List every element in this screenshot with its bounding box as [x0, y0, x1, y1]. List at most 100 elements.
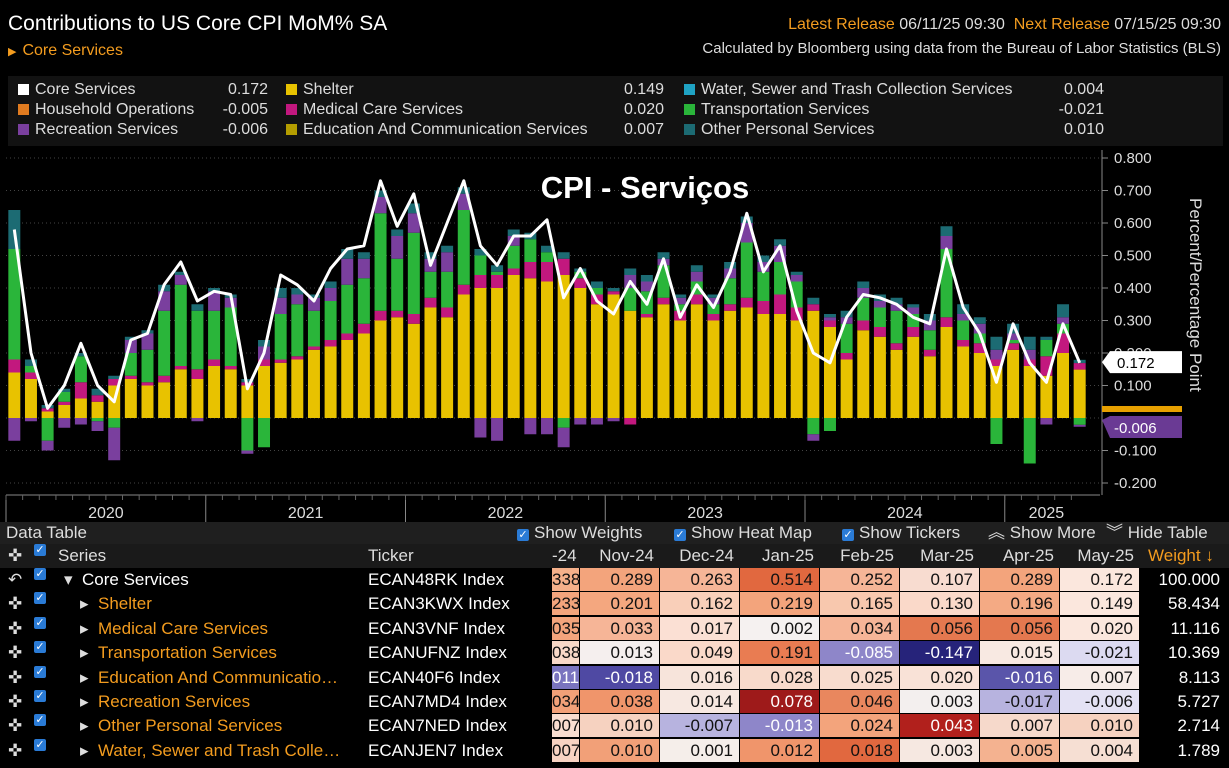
heatmap-cell[interactable]: 0.001	[660, 738, 739, 762]
column-header-month[interactable]: Apr-25	[1002, 546, 1054, 565]
column-header-month[interactable]: -24	[552, 546, 577, 565]
heatmap-cell[interactable]: 0.025	[820, 665, 899, 689]
heatmap-cell[interactable]: -0.147	[900, 641, 979, 665]
column-header-month[interactable]: Jan-25	[762, 546, 814, 565]
table-row[interactable]: ↶ ✓ ▾ Core Services ECAN48RK Index 338 0.289 0.…	[0, 568, 1229, 593]
move-icon[interactable]: ✜	[8, 716, 23, 736]
heatmap-cell[interactable]: 034	[552, 690, 581, 713]
heatmap-cell[interactable]: 0.016	[660, 665, 739, 689]
heatmap-cell[interactable]: 0.514	[740, 568, 819, 591]
heatmap-cell[interactable]: -0.018	[580, 665, 659, 689]
heatmap-cell[interactable]: 338	[552, 568, 581, 591]
caret-down-icon[interactable]: ▾	[64, 570, 73, 589]
legend-item[interactable]: Household Operations -0.005	[18, 100, 268, 120]
heatmap-cell[interactable]: 0.018	[820, 738, 899, 762]
heatmap-cell[interactable]: 007	[552, 714, 581, 738]
heatmap-cell[interactable]: -0.006	[1060, 690, 1139, 713]
heatmap-cell[interactable]: 035	[552, 616, 581, 640]
column-header-series[interactable]: Series	[58, 546, 107, 565]
heatmap-cell[interactable]: 0.007	[1060, 665, 1139, 689]
heatmap-cell[interactable]: 0.033	[580, 616, 659, 640]
table-row[interactable]: ✜ ✓ ▸ Medical Care Services ECAN3VNF Index 03…	[0, 616, 1229, 642]
add-icon[interactable]: ✜	[8, 546, 23, 565]
heatmap-cell[interactable]: -0.085	[820, 641, 899, 665]
column-header-month[interactable]: Mar-25	[920, 546, 974, 565]
heatmap-cell[interactable]: 007	[552, 738, 581, 762]
heatmap-cell[interactable]: 0.017	[660, 616, 739, 640]
heatmap-cell[interactable]: 0.289	[980, 568, 1059, 591]
heatmap-cell[interactable]: 0.005	[980, 738, 1059, 762]
heatmap-cell[interactable]: 0.010	[580, 738, 659, 762]
heatmap-cell[interactable]: -0.016	[980, 665, 1059, 689]
heatmap-cell[interactable]: 0.010	[580, 714, 659, 738]
heatmap-cell[interactable]: 0.107	[900, 568, 979, 591]
heatmap-cell[interactable]: -0.007	[660, 714, 739, 738]
heatmap-cell[interactable]: 0.049	[660, 641, 739, 665]
heatmap-cell[interactable]: 038	[552, 641, 581, 665]
toolbar-option-show-heat-map[interactable]: ✓ Show Heat Map	[674, 524, 812, 542]
heatmap-cell[interactable]: 0.003	[900, 690, 979, 713]
heatmap-cell[interactable]: 0.020	[900, 665, 979, 689]
legend-item[interactable]: Core Services 0.172	[18, 80, 268, 100]
heatmap-cell[interactable]: -0.017	[980, 690, 1059, 713]
heatmap-cell[interactable]: 0.002	[740, 616, 819, 640]
move-icon[interactable]: ✜	[8, 692, 23, 711]
heatmap-cell[interactable]: 0.149	[1060, 592, 1139, 616]
toolbar-option-show-more[interactable]: ︽ Show More	[988, 524, 1096, 542]
heatmap-cell[interactable]: 0.020	[1060, 616, 1139, 640]
heatmap-cell[interactable]: 0.010	[1060, 714, 1139, 738]
caret-right-icon[interactable]: ▸	[80, 740, 89, 760]
table-row[interactable]: ✜ ✓ ▸ Education And Communicatio… ECAN40F6 I…	[0, 665, 1229, 690]
column-header-month[interactable]: Dec-24	[679, 546, 734, 565]
caret-right-icon[interactable]: ▸	[80, 643, 89, 663]
heatmap-cell[interactable]: 0.289	[580, 568, 659, 591]
heatmap-cell[interactable]: 0.162	[660, 592, 739, 616]
heatmap-cell[interactable]: 011	[552, 665, 580, 689]
heatmap-cell[interactable]: 0.191	[740, 641, 819, 665]
heatmap-cell[interactable]: -0.021	[1060, 641, 1139, 665]
heatmap-cell[interactable]: 0.172	[1060, 568, 1139, 591]
caret-right-icon[interactable]: ▸	[80, 618, 89, 638]
table-row[interactable]: ✜ ✓ ▸ Recreation Services ECAN7MD4 Index 034 0…	[0, 690, 1229, 715]
move-icon[interactable]: ✜	[8, 667, 23, 687]
heatmap-cell[interactable]: 0.024	[820, 714, 899, 738]
table-row[interactable]: ✜ ✓ ▸ Water, Sewer and Trash Colle… ECANJEN7…	[0, 738, 1229, 764]
table-row[interactable]: ✜ ✓ ▸ Shelter ECAN3KWX Index 233 0.201 0.162 0.2…	[0, 592, 1229, 617]
column-header-month[interactable]: May-25	[1077, 546, 1134, 565]
heatmap-cell[interactable]: 0.034	[820, 616, 899, 640]
table-row[interactable]: ✜ ✓ ▸ Other Personal Services ECAN7NED Index…	[0, 714, 1229, 739]
heatmap-cell[interactable]: 0.078	[740, 690, 819, 713]
heatmap-cell[interactable]: 0.056	[900, 616, 979, 640]
legend-item[interactable]: Transportation Services -0.021	[684, 100, 1104, 120]
legend-item[interactable]: Water, Sewer and Trash Collection Servic…	[684, 80, 1104, 100]
heatmap-cell[interactable]: -0.013	[740, 714, 819, 738]
heatmap-cell[interactable]: 0.263	[660, 568, 739, 591]
heatmap-cell[interactable]: 0.130	[900, 592, 979, 616]
heatmap-cell[interactable]: 0.219	[740, 592, 819, 616]
column-header-month[interactable]: Nov-24	[599, 546, 654, 565]
heatmap-cell[interactable]: 0.015	[980, 641, 1059, 665]
caret-right-icon[interactable]: ▸	[80, 716, 89, 736]
heatmap-cell[interactable]: 0.196	[980, 592, 1059, 616]
heatmap-cell[interactable]: 0.003	[900, 738, 979, 762]
column-header-weight[interactable]: Weight ↓	[1148, 546, 1214, 565]
move-icon[interactable]: ✜	[8, 594, 23, 614]
toolbar-option-hide-table[interactable]: ︾ Hide Table	[1106, 524, 1208, 542]
heatmap-cell[interactable]: 0.014	[660, 690, 739, 713]
legend-item[interactable]: Shelter 0.149	[286, 80, 664, 100]
move-icon[interactable]: ✜	[8, 740, 23, 760]
heatmap-cell[interactable]: 0.012	[740, 738, 819, 762]
toolbar-option-show-weights[interactable]: ✓ Show Weights	[517, 524, 642, 542]
heatmap-cell[interactable]: 233	[552, 592, 581, 616]
legend-item[interactable]: Education And Communication Services 0.00…	[286, 120, 664, 140]
heatmap-cell[interactable]: 0.043	[900, 714, 979, 738]
heatmap-cell[interactable]: 0.165	[820, 592, 899, 616]
legend-item[interactable]: Recreation Services -0.006	[18, 120, 268, 140]
caret-right-icon[interactable]: ▸	[80, 692, 89, 711]
heatmap-cell[interactable]: 0.038	[580, 690, 659, 713]
subtitle-series-selector[interactable]: ▶ Core Services	[8, 42, 123, 60]
undo-icon[interactable]: ↶	[8, 570, 23, 589]
move-icon[interactable]: ✜	[8, 643, 23, 663]
heatmap-cell[interactable]: 0.046	[820, 690, 899, 713]
toolbar-option-show-tickers[interactable]: ✓ Show Tickers	[842, 524, 960, 542]
